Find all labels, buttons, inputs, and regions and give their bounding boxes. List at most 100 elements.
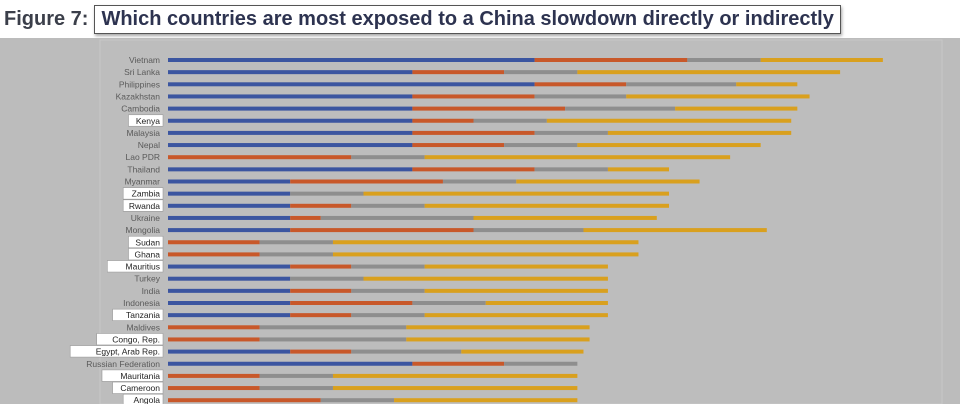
bar-maldives-series-4 <box>406 325 590 330</box>
bar-angola-series-4 <box>394 398 578 403</box>
bar-philippines-series-3 <box>626 82 737 87</box>
category-label-sudan: Sudan <box>135 237 160 247</box>
bar-mauritania-series-4 <box>332 373 578 378</box>
bar-tanzania-series-3 <box>351 313 425 318</box>
category-label-vietnam: Vietnam <box>129 55 160 65</box>
bar-sudan-series-4 <box>332 240 639 245</box>
bar-myanmar-series-3 <box>442 179 517 184</box>
bar-philippines-series-4 <box>736 82 798 87</box>
bar-ukraine-series-3 <box>320 215 474 220</box>
bar-mongolia-series-2 <box>290 228 474 233</box>
bar-angola-series-2 <box>168 398 321 403</box>
category-label-russian-federation: Russian Federation <box>86 359 160 369</box>
bar-kenya-series-4 <box>546 118 792 123</box>
bar-kazakhstan-series-2 <box>412 94 535 99</box>
bar-mauritania-series-3 <box>259 373 333 378</box>
bar-turkey-series-1 <box>168 276 291 281</box>
chart-area: Vietnam Sri Lanka Philippines Kazakhstan Cam… <box>0 38 960 404</box>
bar-nepal-series-1 <box>168 143 413 148</box>
bar-lao-pdr-series-2 <box>168 155 352 160</box>
label-highlight-kenya <box>128 114 164 127</box>
bar-indonesia-series-3 <box>412 301 486 305</box>
label-highlight-ghana <box>128 248 164 261</box>
bar-nepal-series-3 <box>504 143 578 148</box>
bar-malaysia-series-1 <box>168 130 413 135</box>
bar-congo-rep-series-3 <box>259 337 407 342</box>
bar-cambodia-series-2 <box>412 106 566 111</box>
bar-vietnam-series-1 <box>168 58 535 62</box>
bar-tanzania-series-2 <box>290 313 352 318</box>
bar-congo-rep-series-4 <box>406 337 590 342</box>
bar-india-series-3 <box>351 288 425 293</box>
bar-ghana-series-4 <box>332 252 639 257</box>
bar-myanmar-series-4 <box>516 179 700 184</box>
bar-mauritius-series-1 <box>168 264 291 269</box>
bar-sudan-series-3 <box>259 240 333 245</box>
bar-maldives-series-3 <box>259 325 407 330</box>
category-label-cameroon: Cameroon <box>120 383 160 393</box>
bar-india-series-4 <box>424 288 608 293</box>
category-label-maldives: Maldives <box>126 322 160 332</box>
bar-mongolia-series-1 <box>168 228 291 233</box>
bar-cameroon-series-3 <box>259 386 333 391</box>
bar-turkey-series-3 <box>290 276 364 281</box>
bar-mongolia-series-3 <box>473 228 584 233</box>
bar-cameroon-series-2 <box>168 386 260 391</box>
bar-egypt-arab-rep-series-4 <box>461 349 584 354</box>
bar-philippines-series-1 <box>168 82 535 87</box>
bar-sri-lanka-series-4 <box>577 70 841 75</box>
bar-rwanda-series-4 <box>424 203 670 208</box>
bar-congo-rep-series-2 <box>168 337 260 342</box>
bar-myanmar-series-2 <box>290 179 443 184</box>
bar-mauritius-series-4 <box>424 264 608 269</box>
bar-vietnam-series-4 <box>760 58 883 62</box>
chart-title: Which countries are most exposed to a Ch… <box>94 4 841 34</box>
category-label-myanmar: Myanmar <box>125 177 161 187</box>
bar-russian-federation-series-1 <box>168 361 413 366</box>
bar-kazakhstan-series-4 <box>626 94 810 99</box>
label-highlight-sudan <box>128 235 164 249</box>
category-label-indonesia: Indonesia <box>123 298 160 308</box>
category-label-egypt-arab-rep: Egypt, Arab Rep. <box>96 347 160 357</box>
category-label-mauritius: Mauritius <box>126 262 160 272</box>
bar-maldives-series-2 <box>168 325 260 330</box>
category-label-philippines: Philippines <box>119 79 160 89</box>
bar-ukraine-series-2 <box>290 215 321 220</box>
bar-kenya-series-2 <box>412 118 474 123</box>
bar-egypt-arab-rep-series-3 <box>351 349 462 354</box>
category-label-ukraine: Ukraine <box>131 213 161 223</box>
bar-indonesia-series-1 <box>168 301 291 305</box>
bar-ghana-series-2 <box>168 252 260 257</box>
bar-kazakhstan-series-3 <box>534 94 627 99</box>
bar-nepal-series-4 <box>577 143 761 148</box>
title-row: Figure 7: Which countries are most expos… <box>0 0 960 38</box>
bar-mauritius-series-2 <box>290 264 352 269</box>
bar-indonesia-series-2 <box>290 301 413 305</box>
bar-tanzania-series-1 <box>168 313 291 318</box>
category-label-sri-lanka: Sri Lanka <box>124 67 160 77</box>
category-label-turkey: Turkey <box>134 274 160 284</box>
category-label-congo-rep: Congo, Rep. <box>112 334 160 344</box>
category-label-cambodia: Cambodia <box>121 104 160 114</box>
category-label-mauritania: Mauritania <box>120 371 160 381</box>
bar-cambodia-series-3 <box>565 106 676 111</box>
bar-india-series-1 <box>168 288 291 293</box>
bar-ukraine-series-1 <box>168 215 291 220</box>
bar-thailand-series-1 <box>168 167 413 172</box>
bar-kenya-series-3 <box>473 118 547 123</box>
bar-rwanda-series-1 <box>168 203 291 208</box>
bar-thailand-series-4 <box>607 167 670 172</box>
bar-zambia-series-3 <box>290 191 364 196</box>
bar-philippines-series-2 <box>534 82 627 87</box>
label-highlight-rwanda <box>122 199 164 212</box>
bar-indonesia-series-4 <box>485 301 608 305</box>
bar-tanzania-series-4 <box>424 313 608 318</box>
label-highlight-congo-rep <box>96 333 164 346</box>
bar-cameroon-series-4 <box>332 386 578 391</box>
bar-russian-federation-series-2 <box>412 361 505 366</box>
label-highlight-mauritania <box>101 369 164 382</box>
bar-russian-federation-series-3 <box>504 361 578 366</box>
plot-frame <box>99 39 943 404</box>
bar-zambia-series-4 <box>363 191 670 196</box>
bar-rwanda-series-2 <box>290 203 352 208</box>
